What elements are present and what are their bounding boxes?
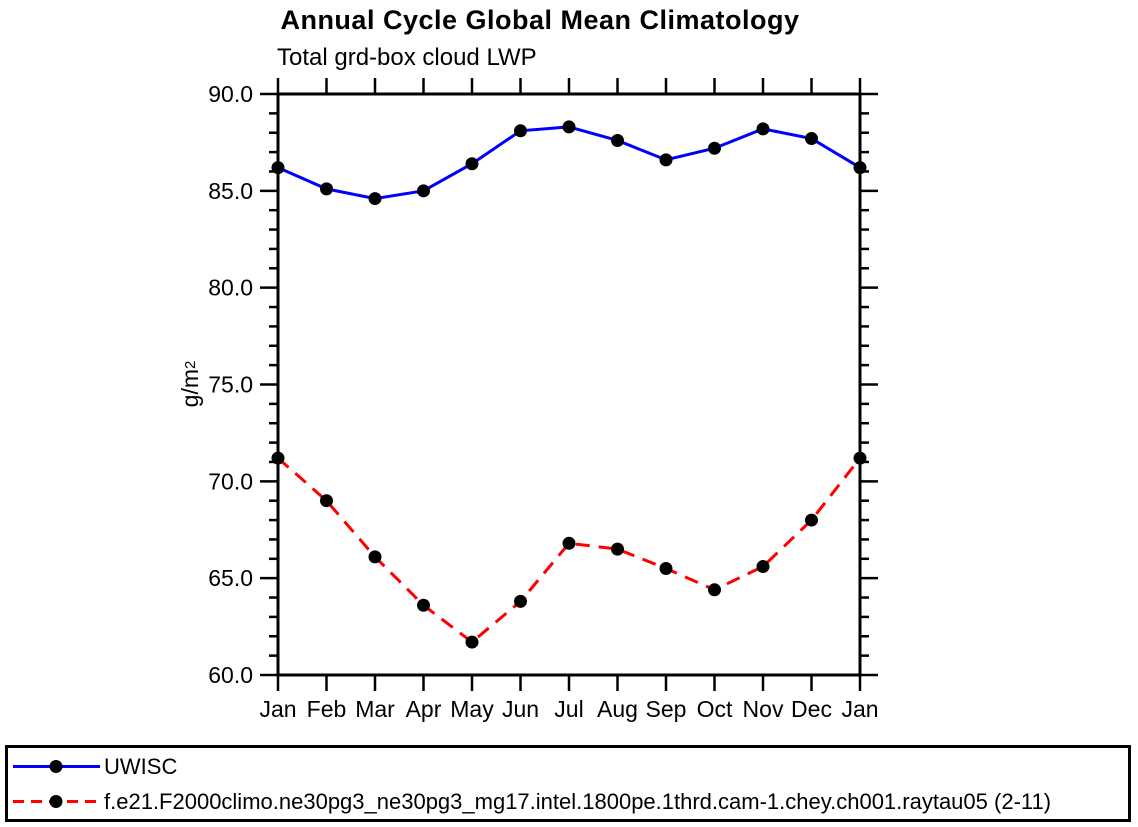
data-point-marker <box>514 594 527 608</box>
series-line-1 <box>277 456 862 644</box>
legend: UWISC f.e21.F2000climo.ne30pg3_ne30pg3_m… <box>5 745 1131 822</box>
data-point-marker <box>805 132 818 146</box>
data-point-marker <box>368 550 382 564</box>
data-point-marker <box>562 536 576 550</box>
chart-title: Annual Cycle Global Mean Climatology <box>280 5 800 35</box>
data-point-marker <box>562 120 576 134</box>
plot-box <box>276 92 862 677</box>
data-point-marker <box>514 124 527 138</box>
y-tick-label: 75.0 <box>208 372 253 398</box>
x-tick-label: Feb <box>307 696 347 722</box>
plot-area: 60.0 65.0 70.0 75.0 80.0 85.0 90.0 Jan Feb Mar Apr… <box>208 78 879 722</box>
data-point-marker <box>853 161 867 175</box>
x-tick-label: Jan <box>841 696 878 722</box>
legend-sample-marker <box>49 795 63 808</box>
legend-line-dashed-icon <box>13 795 100 808</box>
legend-sample-marker <box>49 760 63 773</box>
y-tick-label: 60.0 <box>208 662 253 688</box>
legend-line-solid-icon <box>13 760 100 773</box>
legend-item: f.e21.F2000climo.ne30pg3_ne30pg3_mg17.in… <box>8 784 1128 819</box>
x-tick-label: Dec <box>791 696 832 722</box>
legend-label: f.e21.F2000climo.ne30pg3_ne30pg3_mg17.in… <box>104 788 1052 814</box>
data-point-marker <box>611 542 624 556</box>
x-tick-label: Nov <box>743 696 784 722</box>
x-tick-label: Jan <box>259 696 296 722</box>
x-tick-label: May <box>450 696 494 722</box>
data-point-marker <box>417 598 430 612</box>
x-tick-label: Mar <box>355 696 395 722</box>
data-point-marker <box>805 513 818 527</box>
data-point-marker <box>368 192 382 206</box>
x-tick-label: Jul <box>554 696 583 722</box>
data-point-marker <box>756 560 770 574</box>
y-tick-label: 65.0 <box>208 565 253 591</box>
data-point-marker <box>708 141 721 155</box>
y-tick-label: 90.0 <box>208 81 253 107</box>
data-point-marker <box>659 561 673 575</box>
x-tick-label: Oct <box>697 696 733 722</box>
y-tick-label: 70.0 <box>208 468 253 494</box>
data-point-marker <box>611 133 624 147</box>
x-tick-label: Apr <box>406 696 442 722</box>
data-point-marker <box>708 583 721 597</box>
legend-item: UWISC <box>8 749 1128 784</box>
y-tick-label: 80.0 <box>208 275 253 301</box>
data-point-marker <box>756 122 770 136</box>
data-point-marker <box>465 157 479 171</box>
data-point-marker <box>320 182 333 196</box>
data-point-marker <box>320 494 333 508</box>
data-point-marker <box>465 635 479 649</box>
x-tick-label: Jun <box>502 696 539 722</box>
y-tick-label: 85.0 <box>208 178 253 204</box>
data-point-marker <box>853 451 867 465</box>
data-point-marker <box>659 153 673 167</box>
legend-label: UWISC <box>104 753 178 779</box>
x-tick-label: Sep <box>646 696 687 722</box>
chart-subtitle: Total grd-box cloud LWP <box>277 44 537 71</box>
x-tick-label: Aug <box>597 696 638 722</box>
data-point-marker <box>271 451 285 465</box>
data-point-marker <box>417 184 430 198</box>
data-point-marker <box>271 161 285 175</box>
series-line-0 <box>277 125 861 201</box>
